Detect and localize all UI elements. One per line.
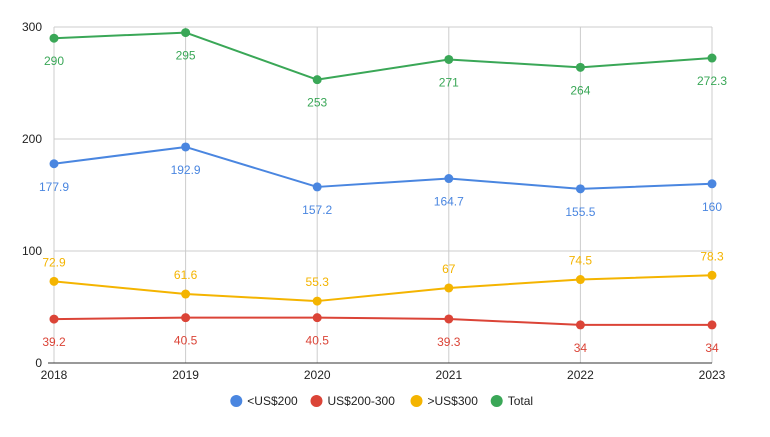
data-point xyxy=(444,314,454,324)
x-tick-label: 2023 xyxy=(699,368,726,382)
y-tick-label: 100 xyxy=(22,244,42,258)
data-point xyxy=(444,54,454,64)
legend-label: Total xyxy=(508,394,533,408)
data-label: 39.2 xyxy=(42,335,66,349)
legend-item: <US$200 xyxy=(230,394,298,408)
data-label: 72.9 xyxy=(42,255,66,269)
series-line xyxy=(53,145,713,190)
data-label: 271 xyxy=(439,75,459,89)
data-label: 74.5 xyxy=(569,254,593,268)
data-point xyxy=(575,184,585,194)
y-tick-label: 200 xyxy=(22,132,42,146)
data-label: 34 xyxy=(705,341,719,355)
data-point xyxy=(181,142,191,152)
legend-swatch xyxy=(410,395,423,407)
data-point xyxy=(181,289,191,299)
data-point xyxy=(181,28,191,38)
series-lines xyxy=(53,31,713,326)
legend-swatch xyxy=(310,395,323,407)
gridlines xyxy=(53,26,713,363)
data-label: 157.2 xyxy=(302,203,332,217)
legend-label: <US$200 xyxy=(247,394,298,408)
data-label: 34 xyxy=(574,341,588,355)
series-line xyxy=(53,316,712,326)
data-point xyxy=(707,179,717,189)
data-point xyxy=(707,270,717,280)
legend-item: US$200-300 xyxy=(310,394,396,408)
data-point xyxy=(575,320,585,330)
data-point xyxy=(312,182,322,192)
data-point xyxy=(707,53,717,63)
x-tick-label: 2021 xyxy=(435,368,462,382)
data-label: 40.5 xyxy=(306,334,330,348)
x-tick-label: 2020 xyxy=(304,368,331,382)
legend-swatch xyxy=(230,395,243,407)
data-point xyxy=(312,75,322,85)
data-label: 264 xyxy=(570,83,590,97)
data-label: 39.3 xyxy=(437,335,461,349)
data-label: 290 xyxy=(44,54,64,68)
data-label: 78.3 xyxy=(700,249,724,263)
series-line xyxy=(53,274,713,303)
data-point xyxy=(49,159,59,169)
data-label: 155.5 xyxy=(565,205,595,219)
x-tick-label: 2018 xyxy=(41,368,68,382)
y-tick-label: 300 xyxy=(22,20,42,34)
data-label: 295 xyxy=(176,49,196,63)
data-point xyxy=(707,320,717,330)
data-label: 177.9 xyxy=(39,180,69,194)
legend-label: >US$300 xyxy=(428,394,479,408)
data-label: 55.3 xyxy=(306,275,330,289)
data-point xyxy=(181,313,191,323)
data-point xyxy=(444,283,454,293)
data-label: 164.7 xyxy=(434,195,464,209)
axes: 0 100 200 300 2018 2019 2020 2021 2022 2023 xyxy=(22,20,726,382)
data-point xyxy=(49,314,59,324)
y-tick-label: 0 xyxy=(35,356,42,370)
data-label: 40.5 xyxy=(174,334,198,348)
x-tick-label: 2019 xyxy=(172,368,199,382)
data-point xyxy=(49,33,59,43)
legend-label: US$200-300 xyxy=(328,394,396,408)
data-point xyxy=(49,276,59,286)
legend-swatch xyxy=(490,395,503,407)
legend-item: >US$300 xyxy=(410,394,479,408)
data-label: 272.3 xyxy=(697,74,727,88)
series-line xyxy=(53,31,713,81)
legend-item: Total xyxy=(490,394,533,408)
data-label: 192.9 xyxy=(171,163,201,177)
series-points xyxy=(49,28,717,330)
x-tick-label: 2022 xyxy=(567,368,594,382)
legend: <US$200 US$200-300 >US$300 Total xyxy=(230,394,533,408)
data-label: 253 xyxy=(307,96,327,110)
data-label: 61.6 xyxy=(174,268,198,282)
data-point xyxy=(444,174,454,184)
data-label: 67 xyxy=(442,262,456,276)
data-point xyxy=(575,275,585,285)
data-point xyxy=(312,296,322,306)
data-point xyxy=(312,313,322,323)
data-point xyxy=(575,62,585,72)
data-labels: 177.9 192.9 157.2 164.7 155.5 160 39.2 40.5 40.5… xyxy=(39,49,727,355)
data-label: 160 xyxy=(702,200,722,214)
